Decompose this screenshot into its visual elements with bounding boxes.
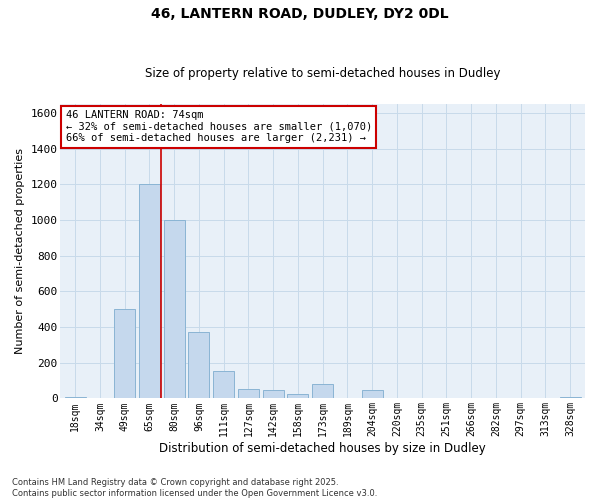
Text: Contains HM Land Registry data © Crown copyright and database right 2025.
Contai: Contains HM Land Registry data © Crown c…: [12, 478, 377, 498]
Title: Size of property relative to semi-detached houses in Dudley: Size of property relative to semi-detach…: [145, 66, 500, 80]
X-axis label: Distribution of semi-detached houses by size in Dudley: Distribution of semi-detached houses by …: [159, 442, 486, 455]
Text: 46, LANTERN ROAD, DUDLEY, DY2 0DL: 46, LANTERN ROAD, DUDLEY, DY2 0DL: [151, 8, 449, 22]
Bar: [164, 220, 185, 398]
Bar: [287, 394, 308, 398]
Bar: [312, 384, 333, 398]
Text: 46 LANTERN ROAD: 74sqm
← 32% of semi-detached houses are smaller (1,070)
66% of : 46 LANTERN ROAD: 74sqm ← 32% of semi-det…: [65, 110, 372, 144]
Bar: [362, 390, 383, 398]
Bar: [65, 396, 86, 398]
Bar: [188, 332, 209, 398]
Bar: [139, 184, 160, 398]
Y-axis label: Number of semi-detached properties: Number of semi-detached properties: [15, 148, 25, 354]
Bar: [560, 396, 581, 398]
Bar: [114, 310, 135, 398]
Bar: [213, 371, 234, 398]
Bar: [263, 390, 284, 398]
Bar: [238, 388, 259, 398]
